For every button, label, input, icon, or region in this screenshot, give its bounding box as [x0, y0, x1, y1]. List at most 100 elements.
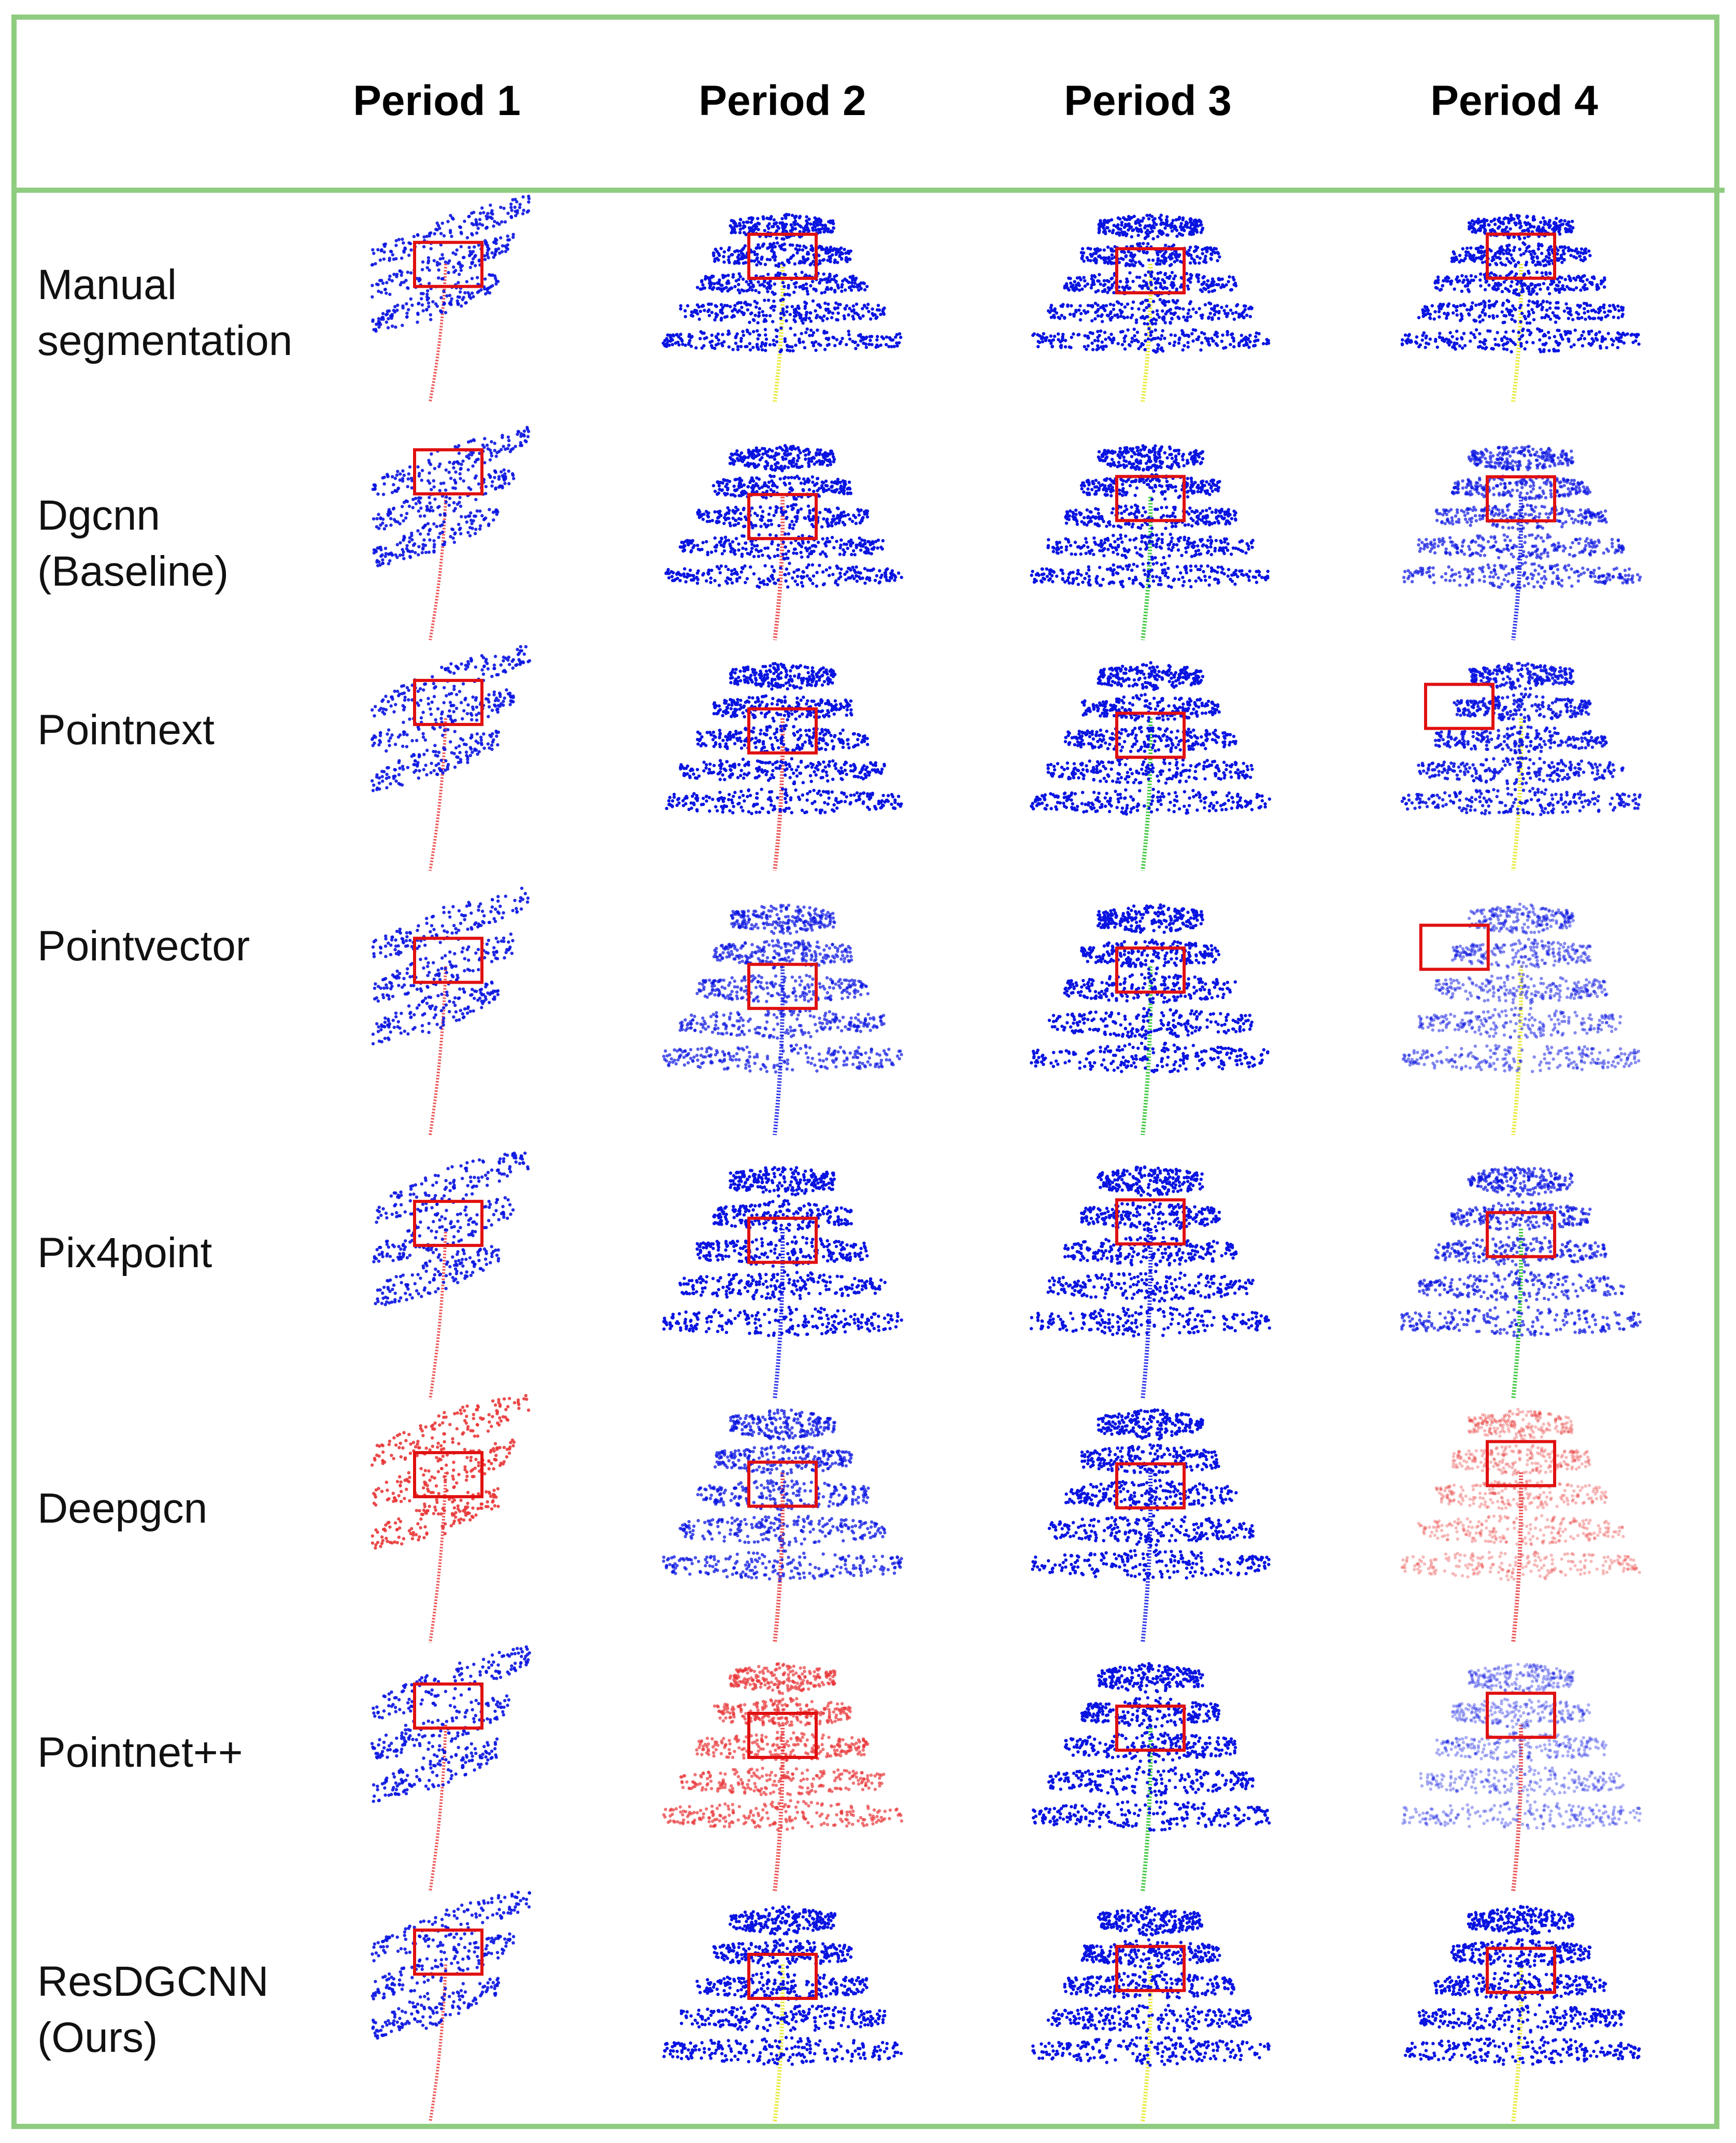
leaf-cluster: [1080, 1696, 1221, 1729]
leaf-cluster: [662, 1043, 903, 1074]
plant-point-cloud: [662, 903, 903, 1136]
leaf-cluster: [1063, 972, 1237, 1004]
leaf-cluster: [1080, 1200, 1221, 1232]
plant-point-cloud: [1401, 902, 1641, 1136]
leaf-cluster: [695, 723, 870, 754]
leaf-cluster: [696, 503, 870, 530]
figure-frame: [11, 15, 1719, 2129]
leaf-cluster: [1450, 474, 1592, 501]
highlight-box: [413, 678, 483, 726]
leaf-cluster: [1400, 327, 1641, 353]
plant-point-cloud: [371, 645, 532, 871]
leaf-cluster: [1097, 1662, 1204, 1694]
leaf-cluster: [662, 1305, 903, 1337]
leaf-cluster: [372, 1645, 531, 1720]
leaf-cluster: [1047, 1514, 1255, 1548]
leaf-cluster: [371, 1891, 532, 1963]
plant-point-cloud: [662, 1662, 903, 1892]
row-label-line: Pointnext: [37, 702, 348, 758]
plant-point-cloud: [371, 1891, 532, 2123]
leaf-cluster: [695, 974, 870, 1004]
leaf-cluster: [1047, 297, 1254, 326]
plant-stem: [773, 966, 785, 1136]
leaf-cluster: [1434, 503, 1608, 531]
leaf-cluster: [661, 326, 903, 353]
leaf-cluster: [678, 1513, 887, 1548]
leaf-cluster: [370, 194, 531, 267]
plant-stem: [773, 1964, 785, 2123]
leaf-cluster: [1451, 1443, 1591, 1477]
highlight-box: [1486, 1211, 1556, 1258]
leaf-cluster: [1080, 693, 1221, 722]
leaf-cluster: [1080, 1443, 1220, 1477]
leaf-cluster: [1450, 241, 1592, 268]
leaf-cluster: [1401, 1799, 1642, 1830]
row-label-line: (Ours): [37, 2010, 348, 2066]
highlight-box: [747, 962, 818, 1010]
leaf-cluster: [1468, 214, 1575, 240]
leaf-cluster: [1046, 756, 1254, 785]
leaf-cluster: [1417, 299, 1625, 325]
leaf-cluster: [1079, 242, 1221, 267]
leaf-cluster: [662, 1549, 903, 1582]
leaf-cluster: [371, 273, 500, 333]
leaf-cluster: [1450, 938, 1592, 969]
highlight-box: [1115, 247, 1186, 294]
row-label-line: Pointvector: [37, 918, 348, 974]
plant-stem: [1141, 263, 1153, 402]
leaf-cluster: [1032, 1800, 1271, 1832]
highlight-box: [1115, 475, 1186, 522]
plant-point-cloud: [1031, 1408, 1271, 1643]
leaf-cluster: [1417, 2003, 1625, 2034]
leaf-cluster: [1468, 661, 1575, 691]
leaf-cluster: [1030, 561, 1270, 589]
plant-stem: [1141, 1472, 1153, 1643]
leaf-cluster: [728, 1662, 836, 1695]
leaf-cluster: [1031, 2036, 1271, 2067]
plant-stem: [773, 1228, 785, 1400]
plant-point-cloud: [371, 886, 530, 1136]
highlight-box: [747, 493, 818, 541]
leaf-cluster: [371, 729, 500, 792]
leaf-cluster: [1030, 787, 1271, 816]
leaf-cluster: [371, 886, 530, 958]
leaf-cluster: [730, 903, 836, 935]
plant-point-cloud: [665, 662, 903, 871]
leaf-cluster: [712, 939, 853, 970]
highlight-box: [1115, 1462, 1186, 1510]
plant-point-cloud: [1031, 214, 1271, 402]
row-label-line: ResDGCNN: [37, 1954, 348, 2010]
leaf-cluster: [728, 444, 836, 473]
highlight-box: [1486, 1440, 1556, 1487]
leaf-cluster: [729, 662, 837, 691]
leaf-cluster: [664, 561, 903, 589]
period-3-header: Period 3: [1039, 73, 1257, 130]
leaf-cluster: [1419, 1765, 1625, 1797]
highlight-box: [747, 1953, 818, 2000]
plant-point-cloud: [1031, 1905, 1271, 2123]
leaf-cluster: [678, 1270, 887, 1301]
leaf-cluster: [679, 297, 886, 325]
leaf-cluster: [1433, 725, 1608, 755]
leaf-cluster: [729, 212, 835, 241]
highlight-box: [1115, 1198, 1186, 1246]
row-label-line: segmentation: [37, 313, 348, 369]
leaf-cluster: [679, 2003, 887, 2033]
row-label-line: Dgcnn: [37, 488, 348, 544]
plant-stem: [1511, 718, 1524, 871]
highlight-box: [413, 240, 483, 288]
leaf-cluster: [372, 1196, 515, 1264]
highlight-box: [747, 707, 818, 755]
plant-stem: [773, 263, 785, 402]
leaf-cluster: [1467, 1166, 1574, 1198]
leaf-cluster: [1467, 445, 1575, 472]
leaf-cluster: [1079, 473, 1221, 501]
plant-stem: [429, 966, 447, 1136]
leaf-cluster: [1450, 1697, 1591, 1729]
leaf-cluster: [1047, 1766, 1255, 1798]
plant-point-cloud: [370, 1394, 531, 1643]
plant-point-cloud: [1030, 661, 1271, 871]
leaf-cluster: [1030, 1305, 1271, 1338]
plant-point-cloud: [662, 1166, 903, 1400]
plant-stem: [1141, 496, 1153, 641]
